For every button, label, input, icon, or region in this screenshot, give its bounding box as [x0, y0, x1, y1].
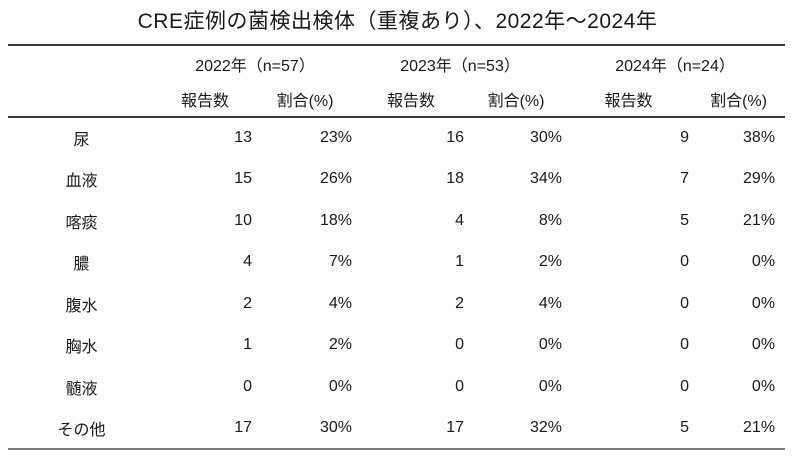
table-cell: 7 — [680, 170, 690, 188]
specimen-table: 2022年（n=57） 2023年（n=53） 2024年（n=24） 報告数 … — [8, 44, 786, 450]
table-cell: 0% — [751, 336, 776, 354]
row-label: その他 — [57, 421, 106, 439]
table-cell: 0% — [538, 336, 563, 354]
year-header-row: 2022年（n=57） 2023年（n=53） 2024年（n=24） — [8, 45, 786, 81]
table-cell: 0% — [538, 377, 563, 395]
table-row-pleural-fluid: 胸水 1 2% 0 0% 0 0% — [8, 325, 785, 367]
subheader-count-2023: 報告数 — [387, 92, 436, 110]
page-title: CRE症例の菌検出検体（重複あり）、2022年～2024年 — [137, 10, 658, 33]
table-cell: 4 — [243, 253, 252, 271]
table-cell: 5 — [680, 418, 690, 436]
row-label: 血液 — [65, 173, 98, 191]
table-cell: 4 — [455, 211, 465, 229]
table-cell: 26% — [319, 170, 353, 188]
table-cell: 9 — [680, 129, 690, 147]
table-cell: 38% — [743, 129, 776, 147]
table-cell: 15 — [234, 170, 252, 188]
table-cell: 0% — [751, 377, 776, 395]
table-row-urine: 尿 13 23% 16 30% 9 38% — [8, 117, 785, 159]
table-cell: 32% — [530, 418, 563, 436]
table-cell: 2 — [243, 294, 252, 312]
row-label: 尿 — [73, 132, 90, 150]
subheader-percent-2024: 割合(%) — [710, 92, 767, 110]
table-cell: 10 — [234, 211, 252, 229]
table-cell: 0 — [680, 377, 690, 395]
row-label: 喀痰 — [65, 214, 98, 232]
sub-header-row: 報告数 割合(%) 報告数 割合(%) 報告数 割合(%) — [8, 81, 786, 117]
table-row-other: その他 17 30% 17 32% 5 21% — [8, 408, 786, 449]
year-header-2022: 2022年（n=57） — [195, 57, 315, 75]
table-cell: 29% — [743, 170, 776, 188]
table-cell: 16 — [446, 129, 465, 147]
subheader-count-2022: 報告数 — [180, 92, 229, 110]
table-cell: 30% — [530, 129, 563, 147]
table-cell: 17 — [234, 418, 252, 436]
row-label: 腹水 — [65, 297, 98, 315]
table-row-pus: 膿 4 7% 1 2% 0 0% — [8, 242, 785, 284]
table-cell: 2% — [328, 336, 353, 354]
table-cell: 1 — [455, 253, 465, 271]
table-cell: 0% — [328, 377, 353, 395]
table-body: 尿 13 23% 16 30% 9 38% 血液 15 26% 18 34% 7… — [8, 117, 786, 449]
table-cell: 17 — [446, 418, 465, 436]
year-header-2024: 2024年（n=24） — [615, 57, 735, 75]
year-header-2023: 2023年（n=53） — [400, 57, 520, 75]
table-cell: 2% — [538, 253, 563, 271]
table-row-sputum: 喀痰 10 18% 4 8% 5 21% — [8, 200, 785, 242]
subheader-percent-2023: 割合(%) — [487, 92, 545, 110]
table-row-ascites: 腹水 2 4% 2 4% 0 0% — [8, 283, 785, 325]
table-cell: 21% — [743, 418, 776, 436]
table-cell: 8% — [538, 211, 563, 229]
table-cell: 18 — [446, 170, 465, 188]
table-cell: 30% — [319, 418, 353, 436]
table-cell: 0 — [680, 294, 690, 312]
table-header: 2022年（n=57） 2023年（n=53） 2024年（n=24） 報告数 … — [8, 45, 786, 117]
table-cell: 23% — [319, 129, 353, 147]
table-cell: 1 — [243, 336, 252, 354]
corner-cell — [8, 45, 155, 81]
subheader-percent-2022: 割合(%) — [276, 92, 334, 110]
table-cell: 5 — [680, 211, 690, 229]
table-cell: 21% — [743, 211, 776, 229]
row-label: 胸水 — [65, 339, 98, 357]
table-cell: 7% — [328, 253, 353, 271]
subheader-count-2024: 報告数 — [604, 92, 653, 110]
table-cell: 18% — [319, 211, 353, 229]
table-cell: 4% — [538, 294, 563, 312]
table-cell: 0 — [680, 336, 690, 354]
row-label: 膿 — [73, 256, 90, 274]
table-cell: 0% — [751, 294, 776, 312]
table-cell: 0 — [243, 377, 252, 395]
table-cell: 13 — [234, 129, 252, 147]
table-cell: 2 — [455, 294, 465, 312]
table-cell: 4% — [328, 294, 353, 312]
table-cell: 0% — [751, 253, 776, 271]
table-cell: 0 — [680, 253, 690, 271]
table-row-spinal-fluid: 髄液 0 0% 0 0% 0 0% — [8, 366, 785, 408]
table-row-blood: 血液 15 26% 18 34% 7 29% — [8, 159, 785, 201]
table-cell: 0 — [455, 377, 465, 395]
table-cell: 34% — [530, 170, 563, 188]
table-cell: 0 — [455, 336, 465, 354]
corner-cell — [8, 81, 155, 117]
row-label: 髄液 — [65, 380, 98, 398]
